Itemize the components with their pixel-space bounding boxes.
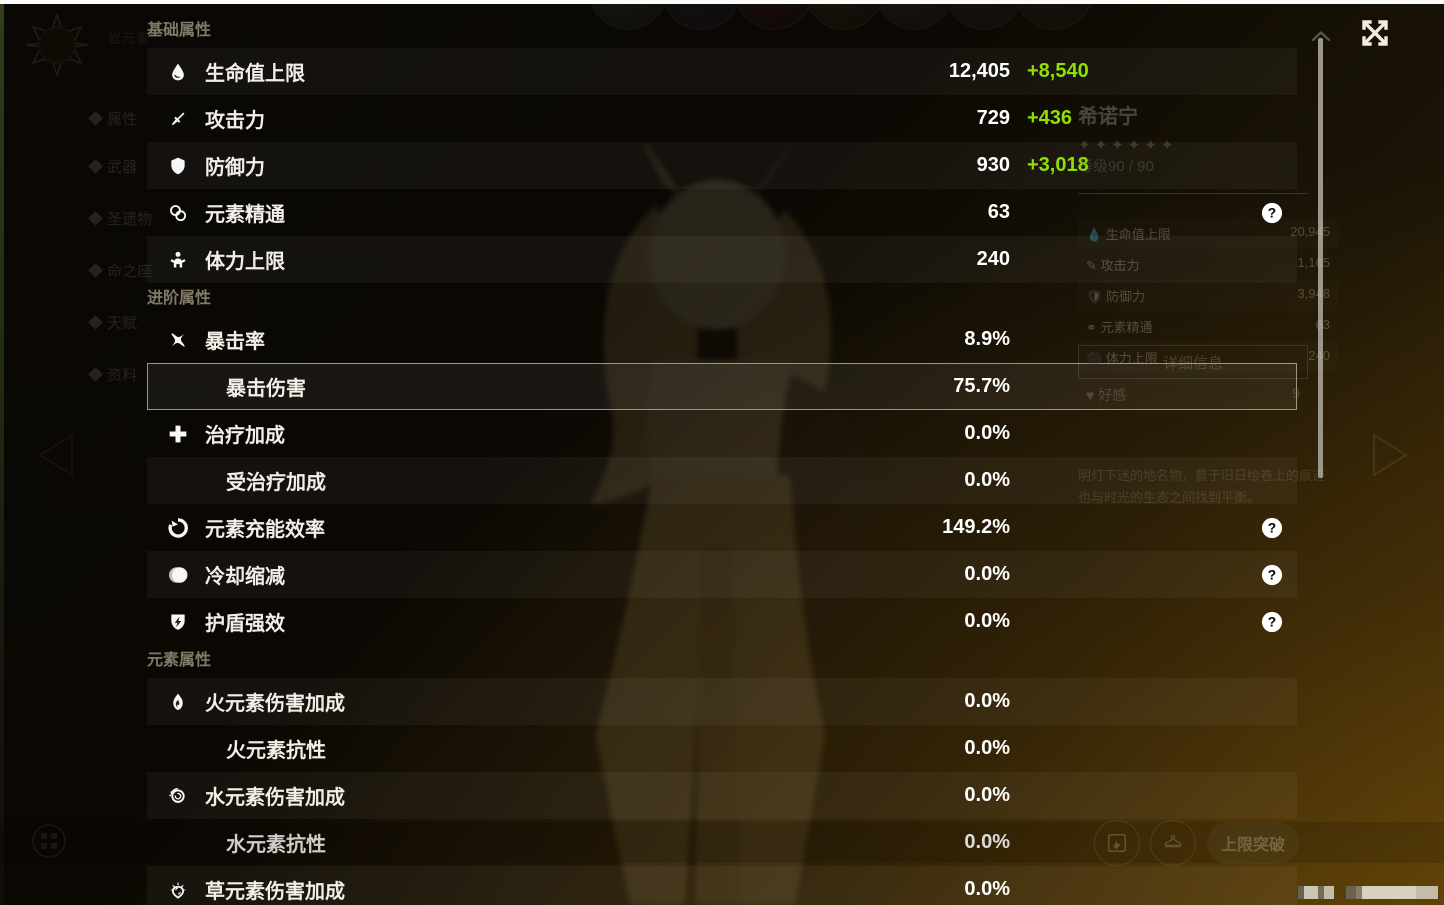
svg-text:?: ? xyxy=(1268,614,1276,629)
svg-text:?: ? xyxy=(1268,520,1276,535)
svg-text:?: ? xyxy=(1268,567,1276,582)
